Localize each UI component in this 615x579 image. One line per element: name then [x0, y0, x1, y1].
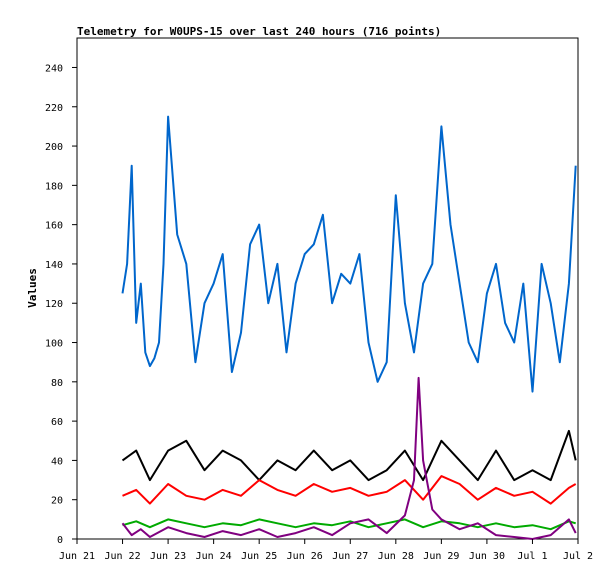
x-tick-label: Jul 1 — [517, 551, 547, 562]
x-tick-label: Jun 22 — [104, 551, 140, 562]
x-tick-label: Jun 30 — [469, 551, 505, 562]
y-tick-label: 140 — [45, 260, 63, 271]
x-tick-label: Jun 21 — [59, 551, 95, 562]
y-tick-label: 80 — [51, 378, 63, 389]
x-tick-label: Jun 24 — [196, 551, 232, 562]
y-tick-label: 100 — [45, 339, 63, 350]
series-line-4 — [121, 376, 577, 540]
y-tick-label: 20 — [51, 496, 63, 507]
y-tick-label: 0 — [57, 535, 63, 546]
series-line-3 — [122, 518, 576, 531]
x-tick-label: Jun 28 — [378, 551, 414, 562]
y-tick-label: 60 — [51, 417, 63, 428]
y-tick-label: 120 — [45, 299, 63, 310]
y-axis-label: Values — [26, 268, 39, 308]
y-tick-label: 200 — [45, 142, 63, 153]
y-tick-label: 220 — [45, 103, 63, 114]
y-tick-label: 180 — [45, 181, 63, 192]
series-line-2 — [122, 475, 577, 505]
y-tick-label: 40 — [51, 456, 63, 467]
x-tick-label: Jun 27 — [332, 551, 368, 562]
chart-title: Telemetry for W0UPS-15 over last 240 hou… — [77, 25, 441, 38]
y-tick-label: 240 — [45, 63, 63, 74]
x-tick-label: Jun 29 — [423, 551, 459, 562]
x-tick-label: Jul 2 — [563, 551, 593, 562]
x-tick-label: Jun 25 — [241, 551, 277, 562]
x-axis: Jun 21 Jun 22 Jun 23 Jun 24 Jun 25 Jun 26 Jun … — [59, 539, 593, 562]
x-tick-label: Jun 26 — [287, 551, 323, 562]
x-tick-label: Jun 23 — [150, 551, 186, 562]
series-layer — [121, 115, 577, 540]
series-line-1 — [121, 429, 577, 482]
y-axis: 0 20 40 60 80 100 120 140 160 180 200 220 240 — [45, 63, 77, 546]
series-line-0 — [121, 115, 577, 393]
y-tick-label: 160 — [45, 221, 63, 232]
plot-area — [76, 37, 579, 540]
